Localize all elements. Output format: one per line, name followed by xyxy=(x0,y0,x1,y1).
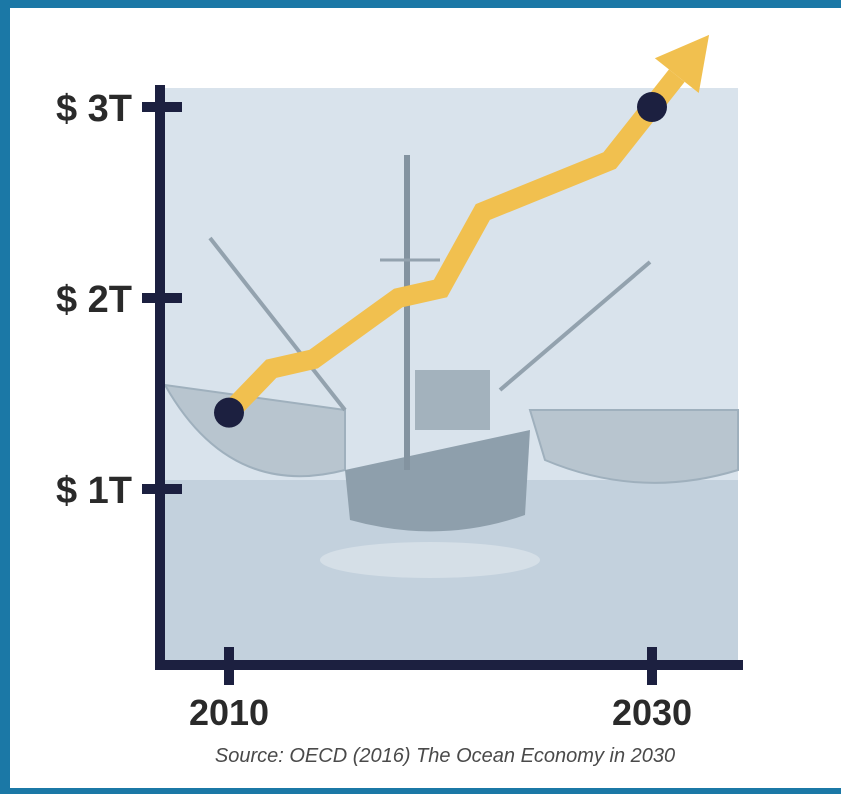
y-tick-label: $ 1T xyxy=(56,470,132,512)
series-layer xyxy=(214,34,710,428)
y-tick-label: $ 3T xyxy=(56,88,132,130)
frame-border-top xyxy=(0,0,841,8)
frame-border-bottom xyxy=(0,788,841,794)
photo-cabin xyxy=(415,370,490,430)
fishing-trawler-photo xyxy=(160,88,739,660)
frame-border-left xyxy=(0,0,10,794)
axes xyxy=(142,85,743,685)
x-tick-label: 2030 xyxy=(612,692,692,733)
labels-layer: $ 1T $ 2T $ 3T 2010 2030 xyxy=(56,88,692,733)
photo-net-right xyxy=(528,409,739,484)
photo-wake xyxy=(320,542,540,578)
photo-net-left xyxy=(163,383,346,478)
x-tick-label: 2010 xyxy=(189,692,269,733)
y-tick-label: $ 2T xyxy=(56,279,132,321)
marker-2010 xyxy=(214,397,244,428)
arrow-head xyxy=(654,34,710,93)
photo-boom-left xyxy=(208,236,347,412)
photo-hull xyxy=(345,430,530,532)
source-note: Source: OECD (2016) The Ocean Economy in… xyxy=(215,745,675,767)
growth-line xyxy=(221,100,660,420)
marker-2030 xyxy=(637,92,667,122)
photo-boom-right xyxy=(498,260,652,392)
